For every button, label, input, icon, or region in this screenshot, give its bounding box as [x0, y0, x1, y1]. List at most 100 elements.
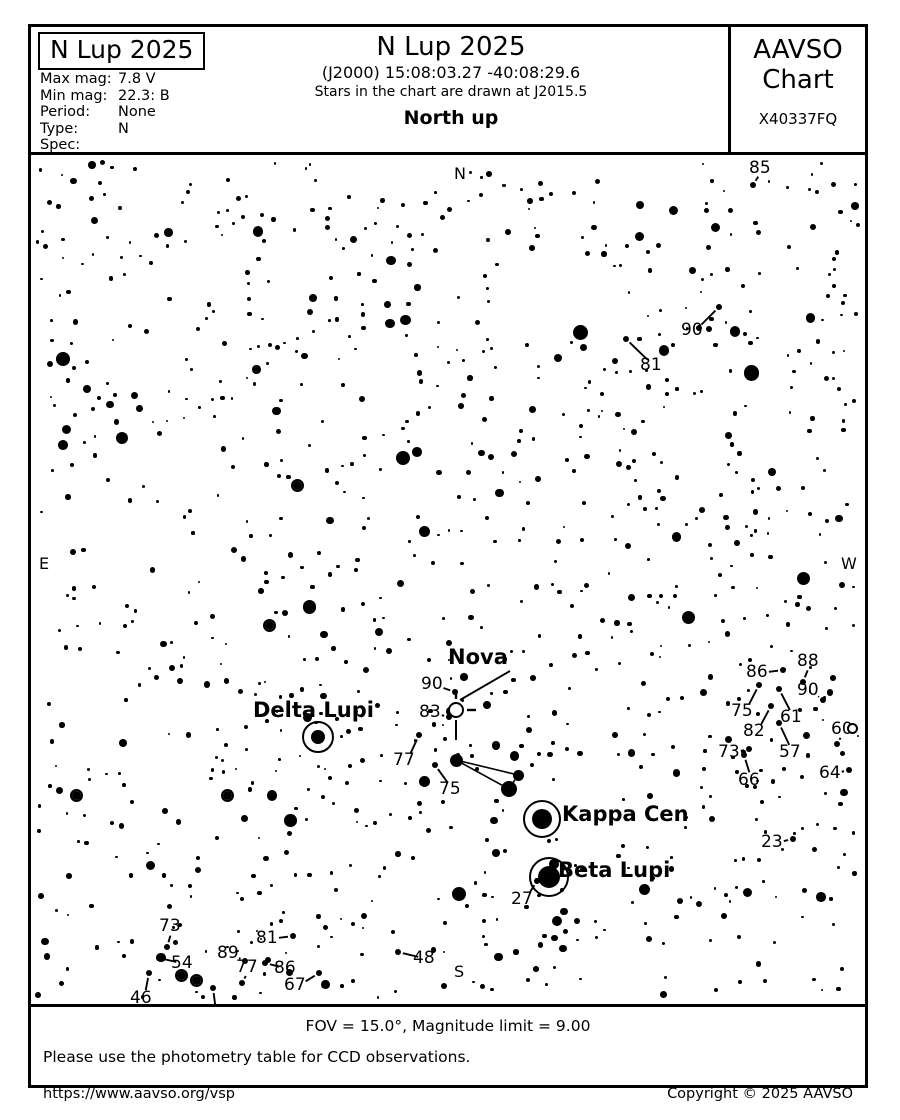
- star-dot: [656, 242, 661, 248]
- star-dot: [128, 873, 134, 878]
- star-dot: [660, 991, 668, 998]
- star-dot: [544, 983, 548, 987]
- star-dot: [615, 411, 621, 418]
- star-dot: [176, 819, 182, 825]
- star-dot: [118, 738, 127, 747]
- star-dot: [129, 939, 135, 944]
- star-dot: [360, 312, 365, 317]
- comparison-star-label: 89: [217, 943, 239, 963]
- comparison-star-label: 90: [797, 680, 819, 700]
- star-dot: [823, 375, 829, 381]
- star-dot: [415, 731, 423, 739]
- star-dot: [188, 884, 193, 889]
- star-dot: [441, 723, 445, 727]
- star-dot: [789, 835, 797, 843]
- star-dot: [264, 571, 268, 575]
- star-dot: [834, 250, 839, 255]
- star-dot: [457, 295, 461, 300]
- star-dot: [607, 572, 611, 575]
- star-dot: [518, 539, 521, 542]
- star-dot: [795, 602, 800, 607]
- star-dot: [630, 428, 638, 436]
- star-dot: [312, 329, 316, 334]
- star-dot: [648, 268, 653, 273]
- star-dot: [434, 191, 437, 194]
- star-dot: [349, 864, 353, 868]
- star-dot: [539, 196, 545, 202]
- star-dot: [323, 767, 327, 771]
- star-dot: [48, 784, 52, 788]
- star-dot: [783, 599, 787, 603]
- star-dot: [572, 469, 577, 474]
- star-dot: [77, 646, 82, 651]
- star-dot: [334, 296, 339, 301]
- star-dot: [183, 656, 186, 659]
- star-dot: [698, 506, 705, 513]
- object-metadata-table: Max mag: 7.8 V Min mag: 22.3: B Period: None T…: [40, 71, 170, 154]
- star-dot: [805, 606, 811, 612]
- star-dot: [580, 589, 583, 593]
- comparison-star-label: 57: [779, 742, 801, 762]
- star-dot: [852, 831, 856, 835]
- metadata-value: 7.8 V: [118, 71, 156, 87]
- vsp-url[interactable]: https://www.aavso.org/vsp: [43, 1086, 235, 1102]
- star-dot: [753, 784, 758, 789]
- star-dot: [413, 352, 419, 358]
- star-dot: [236, 891, 240, 895]
- star-dot: [837, 866, 841, 869]
- comparison-star-label: 75: [439, 779, 461, 799]
- star-dot: [71, 365, 76, 370]
- star-dot: [646, 713, 652, 718]
- star-dot: [386, 255, 396, 266]
- star-dot: [472, 980, 475, 984]
- star-dot: [755, 961, 762, 968]
- star-dot: [308, 443, 312, 447]
- star-dot: [708, 938, 712, 942]
- star-dot: [651, 452, 656, 457]
- star-dot: [809, 665, 813, 669]
- star-dot: [460, 673, 468, 681]
- star-dot: [766, 532, 770, 535]
- star-dot: [238, 979, 246, 987]
- star-dot: [36, 240, 40, 244]
- star-dot: [55, 908, 59, 912]
- star-dot: [269, 534, 273, 537]
- star-dot: [852, 585, 855, 589]
- star-dot: [148, 666, 152, 670]
- star-dot: [744, 404, 748, 408]
- star-dot: [320, 980, 330, 989]
- star-dot: [43, 953, 51, 960]
- star-dot: [668, 606, 671, 609]
- star-dot: [778, 795, 781, 799]
- star-dot: [240, 214, 245, 219]
- star-dot: [277, 474, 282, 479]
- metadata-value: 22.3: B: [118, 87, 170, 104]
- star-dot: [659, 644, 663, 648]
- star-dot: [40, 230, 44, 234]
- star-dot: [565, 458, 569, 462]
- star-dot: [431, 722, 437, 727]
- star-dot: [684, 826, 688, 830]
- star-dot: [264, 680, 267, 683]
- star-dot: [785, 622, 791, 627]
- star-dot: [267, 790, 278, 801]
- star-dot: [373, 221, 378, 225]
- star-dot: [294, 350, 298, 354]
- star-dot: [600, 391, 605, 396]
- star-dot: [650, 875, 655, 881]
- star-dot: [245, 376, 248, 380]
- star-dot: [116, 650, 120, 655]
- star-dot: [572, 191, 577, 196]
- star-dot: [455, 348, 458, 351]
- star-dot: [304, 167, 308, 170]
- star-dot: [357, 272, 361, 276]
- star-dot: [371, 900, 374, 903]
- star-dot: [285, 968, 293, 976]
- star-dot: [839, 967, 844, 972]
- fov-magnitude-limit: FOV = 15.0°, Magnitude limit = 9.00: [305, 1017, 591, 1035]
- comparison-star-label: 77: [236, 957, 258, 977]
- star-dot: [481, 935, 486, 939]
- star-dot: [394, 989, 398, 993]
- star-field: Nova Delta Lupi Kappa Cen Beta Lupi 85 90 81 90…: [31, 155, 865, 1007]
- star-dot: [245, 270, 250, 276]
